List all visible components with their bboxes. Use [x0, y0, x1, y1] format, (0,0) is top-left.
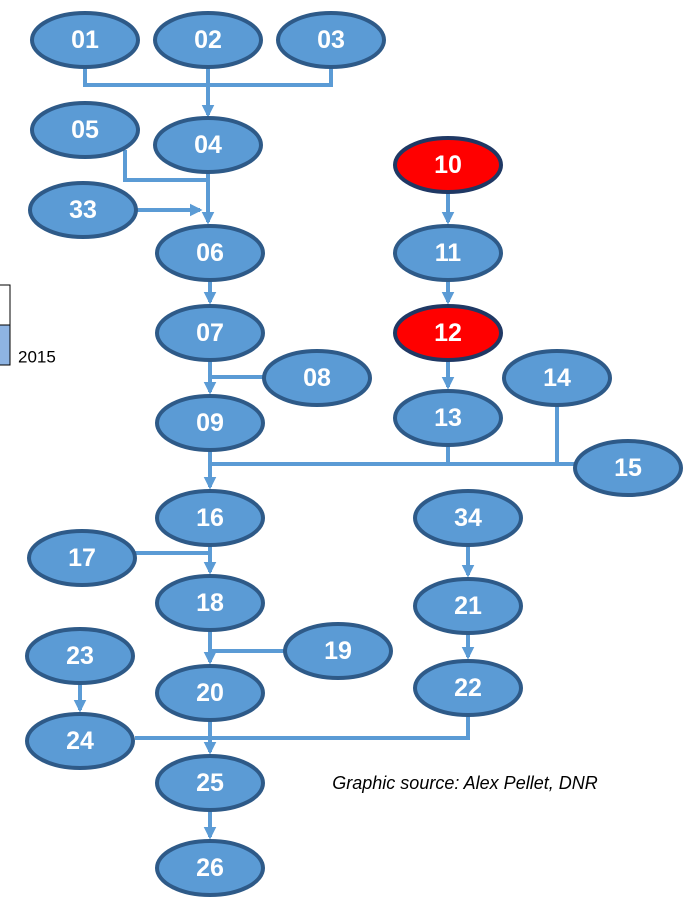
- node-shape: [28, 181, 138, 239]
- node: 25: [155, 754, 265, 812]
- node-label: 05: [71, 116, 99, 144]
- node-shape: [393, 304, 503, 362]
- node: 06: [155, 224, 265, 282]
- node-shape: [573, 439, 683, 497]
- node-label: 34: [454, 504, 482, 532]
- node: 16: [155, 489, 265, 547]
- node: 04: [153, 116, 263, 174]
- node-label: 02: [194, 26, 222, 54]
- connectors: [73, 68, 578, 840]
- year-label: 2015: [18, 348, 56, 367]
- node-shape: [30, 11, 140, 69]
- node: 14: [502, 349, 612, 407]
- node-label: 06: [196, 239, 224, 267]
- node: 07: [155, 304, 265, 362]
- source-note: Graphic source: Alex Pellet, DNR: [332, 773, 597, 793]
- node: 34: [413, 489, 523, 547]
- node-shape: [276, 11, 386, 69]
- node-label: 04: [194, 131, 222, 159]
- node-label: 10: [434, 151, 462, 179]
- node: 21: [413, 577, 523, 635]
- node-shape: [155, 839, 265, 897]
- connector: [210, 406, 578, 466]
- node-label: 25: [196, 769, 224, 797]
- node-label: 03: [317, 26, 345, 54]
- node-label: 09: [196, 409, 224, 437]
- node: 10: [393, 136, 503, 194]
- node-shape: [25, 627, 135, 685]
- legend-box: [0, 284, 11, 326]
- nodes: 01 02 03 05 04 33 06 07 08 09 10 11 12 13 14 15 16 34 17 18…: [25, 11, 683, 897]
- node-label: 24: [66, 727, 94, 755]
- node-shape: [155, 304, 265, 362]
- node-label: 11: [435, 239, 462, 267]
- node-shape: [155, 664, 265, 722]
- node-shape: [262, 349, 372, 407]
- node: 08: [262, 349, 372, 407]
- node: 01: [30, 11, 140, 69]
- node-shape: [393, 224, 503, 282]
- node-label: 22: [454, 674, 482, 702]
- node-shape: [30, 101, 140, 159]
- connector: [123, 150, 210, 182]
- node-shape: [155, 394, 265, 452]
- node-label: 19: [324, 637, 352, 665]
- node: 22: [413, 659, 523, 717]
- node-label: 15: [614, 454, 642, 482]
- node: 03: [276, 11, 386, 69]
- node-shape: [413, 659, 523, 717]
- node-label: 12: [434, 319, 462, 347]
- node: 17: [27, 529, 137, 587]
- node: 02: [153, 11, 263, 69]
- node-label: 23: [66, 642, 94, 670]
- node-label: 18: [196, 589, 224, 617]
- node-shape: [153, 116, 263, 174]
- node-shape: [283, 622, 393, 680]
- node-label: 17: [68, 544, 96, 572]
- node: 09: [155, 394, 265, 452]
- node: 33: [28, 181, 138, 239]
- node: 20: [155, 664, 265, 722]
- node-shape: [393, 136, 503, 194]
- node-shape: [413, 489, 523, 547]
- legend-box: [0, 324, 11, 366]
- node: 15: [573, 439, 683, 497]
- node-label: 16: [196, 504, 224, 532]
- node-shape: [155, 489, 265, 547]
- node-shape: [25, 712, 135, 770]
- node-label: 20: [196, 679, 224, 707]
- connector: [135, 716, 470, 740]
- node: 05: [30, 101, 140, 159]
- node: 23: [25, 627, 135, 685]
- node-label: 13: [434, 404, 462, 432]
- node-shape: [413, 577, 523, 635]
- node: 13: [393, 389, 503, 447]
- node: 11: [393, 224, 503, 282]
- node-shape: [502, 349, 612, 407]
- node-label: 14: [543, 364, 571, 392]
- node-shape: [155, 754, 265, 812]
- node: 18: [155, 574, 265, 632]
- node-label: 08: [303, 364, 331, 392]
- node: 12: [393, 304, 503, 362]
- node-label: 07: [196, 319, 224, 347]
- node-shape: [153, 11, 263, 69]
- node-label: 33: [69, 196, 97, 224]
- node-shape: [27, 529, 137, 587]
- node-shape: [393, 389, 503, 447]
- node: 24: [25, 712, 135, 770]
- node-label: 21: [454, 592, 482, 620]
- node-shape: [155, 224, 265, 282]
- node-shape: [155, 574, 265, 632]
- node: 19: [283, 622, 393, 680]
- node-label: 01: [71, 26, 99, 54]
- node: 26: [155, 839, 265, 897]
- node-label: 26: [196, 854, 224, 882]
